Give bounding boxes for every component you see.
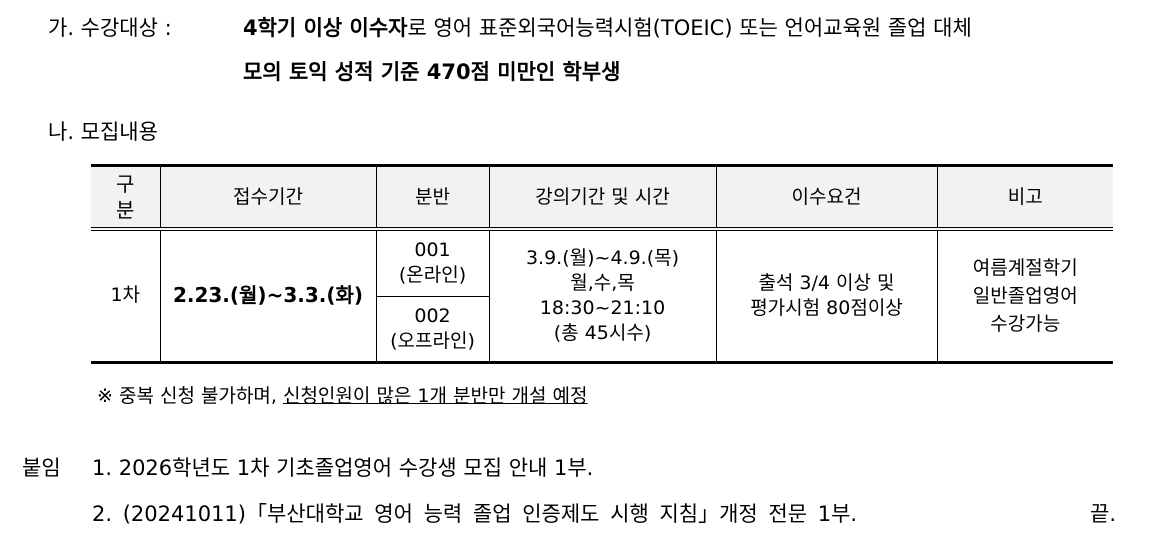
target-rest: 로 영어 표준외국어능력시험(TOEIC) 또는 언어교육원 졸업 대체 [407,16,972,40]
requirement-line: 출석 3/4 이상 및 [758,271,895,294]
lecture-days: 월,수,목 [570,271,635,294]
target-line1: 4학기 이상 이수자로 영어 표준외국어능력시험(TOEIC) 또는 언어교육원… [243,15,972,41]
notice-underlined: 신청인원이 많은 1개 분반만 개설 예정 [282,385,588,407]
attachment-item-2: 2. (20241011)「부산대학교 영어 능력 졸업 인증제도 시행 지침」… [92,502,858,526]
section-type: (오프라인) [390,329,475,352]
round-cell: 1차 [91,228,161,364]
header-section: 분반 [375,164,490,231]
table-row: 002 (오프라인) [91,295,1113,364]
lecture-time: 18:30~21:10 [539,296,666,319]
lecture-cell: 3.9.(월)~4.9.(목) 월,수,목 18:30~21:10 (총 45시… [488,228,717,364]
lecture-hours: (총 45시수) [553,321,652,344]
target-label: 가. 수강대상 : [48,16,172,40]
header-period: 접수기간 [159,164,377,231]
section-code: 002 [414,304,451,327]
section-type: (온라인) [398,264,467,287]
target-line2: 모의 토익 성적 기준 470점 미만인 학부생 [243,60,621,84]
table-row: 1차 2.23.(월)~3.3.(화) 001 (온라인) 3.9.(월)~4.9… [91,228,1113,364]
header-requirement: 이수요건 [715,164,938,231]
notice-text: ※ 중복 신청 불가하며, [97,385,283,407]
end-mark: 끝. [1090,502,1116,526]
note-line: 일반졸업영어 [972,284,1078,307]
note-line: 여름계절학기 [972,256,1078,279]
requirement-line: 평가시험 80점이상 [750,296,903,319]
note-cell: 여름계절학기 일반졸업영어 수강가능 [936,228,1113,364]
section-002-cell: 002 (오프라인) [376,295,489,364]
attachments-label: 붙임 [22,456,61,480]
header-lecture: 강의기간 및 시간 [488,164,717,231]
section-001-cell: 001 (온라인) [375,228,490,297]
requirement-cell: 출석 3/4 이상 및 평가시험 80점이상 [715,228,938,364]
target-bold: 4학기 이상 이수자 [243,16,408,40]
lecture-dates: 3.9.(월)~4.9.(목) [525,246,680,269]
section-code: 001 [414,239,451,262]
attachment-item-1: 1. 2026학년도 1차 기초졸업영어 수강생 모집 안내 1부. [92,456,594,480]
period-cell: 2.23.(월)~3.3.(화) [159,228,377,364]
header-note: 비고 [936,164,1113,231]
recruit-label: 나. 모집내용 [48,120,158,144]
note-line: 수강가능 [990,312,1061,335]
notice: ※ 중복 신청 불가하며, 신청인원이 많은 1개 분반만 개설 예정 [97,383,587,409]
